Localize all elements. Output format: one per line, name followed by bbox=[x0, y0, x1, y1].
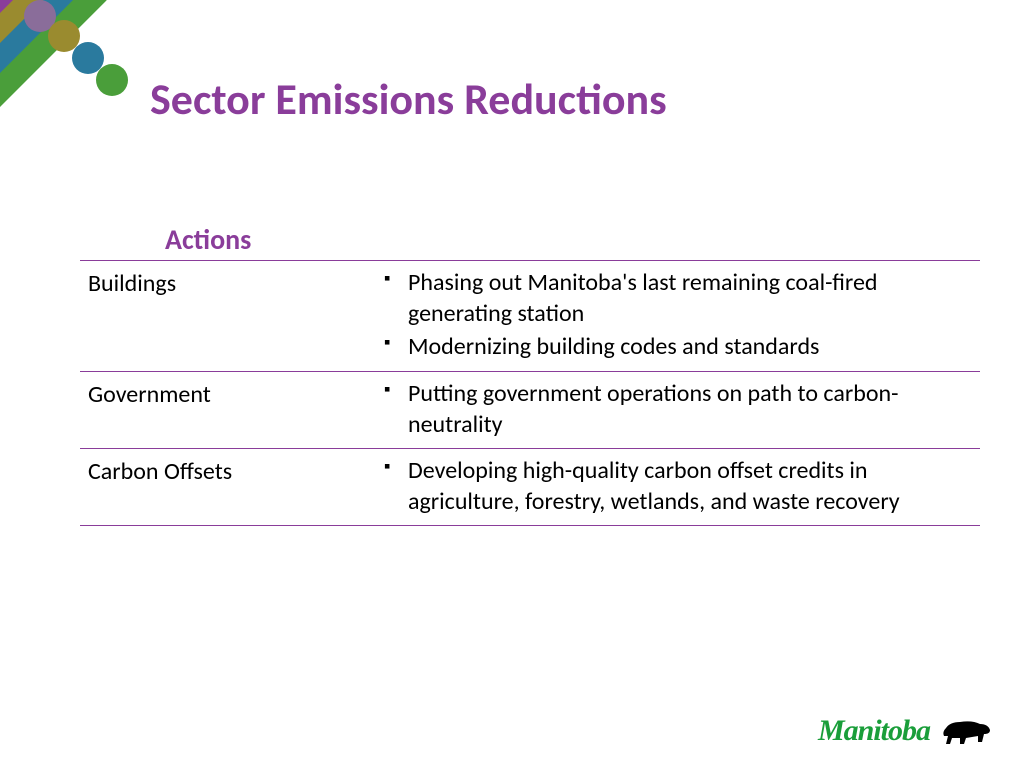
slide-title: Sector Emissions Reductions bbox=[150, 72, 667, 126]
action-item: Putting government operations on path to… bbox=[380, 378, 980, 440]
table-row: GovernmentPutting government operations … bbox=[80, 371, 980, 448]
subheading-actions: Actions bbox=[165, 222, 251, 257]
manitoba-wordmark: Manitoba bbox=[818, 714, 930, 748]
action-list: Developing high-quality carbon offset cr… bbox=[380, 455, 980, 519]
action-item: Developing high-quality carbon offset cr… bbox=[380, 455, 980, 517]
decorative-bars bbox=[0, 0, 240, 260]
action-item: Phasing out Manitoba's last remaining co… bbox=[380, 267, 980, 329]
action-list: Phasing out Manitoba's last remaining co… bbox=[380, 267, 980, 365]
action-item: Modernizing building codes and standards bbox=[380, 331, 980, 362]
footer-logo: Manitoba bbox=[818, 714, 994, 748]
table-row: Carbon OffsetsDeveloping high-quality ca… bbox=[80, 448, 980, 526]
table-row: BuildingsPhasing out Manitoba's last rem… bbox=[80, 260, 980, 371]
sector-label: Buildings bbox=[80, 267, 380, 365]
action-list: Putting government operations on path to… bbox=[380, 378, 980, 442]
bison-icon bbox=[938, 714, 994, 748]
sector-label: Government bbox=[80, 378, 380, 442]
sector-label: Carbon Offsets bbox=[80, 455, 380, 519]
actions-table: BuildingsPhasing out Manitoba's last rem… bbox=[80, 260, 980, 526]
